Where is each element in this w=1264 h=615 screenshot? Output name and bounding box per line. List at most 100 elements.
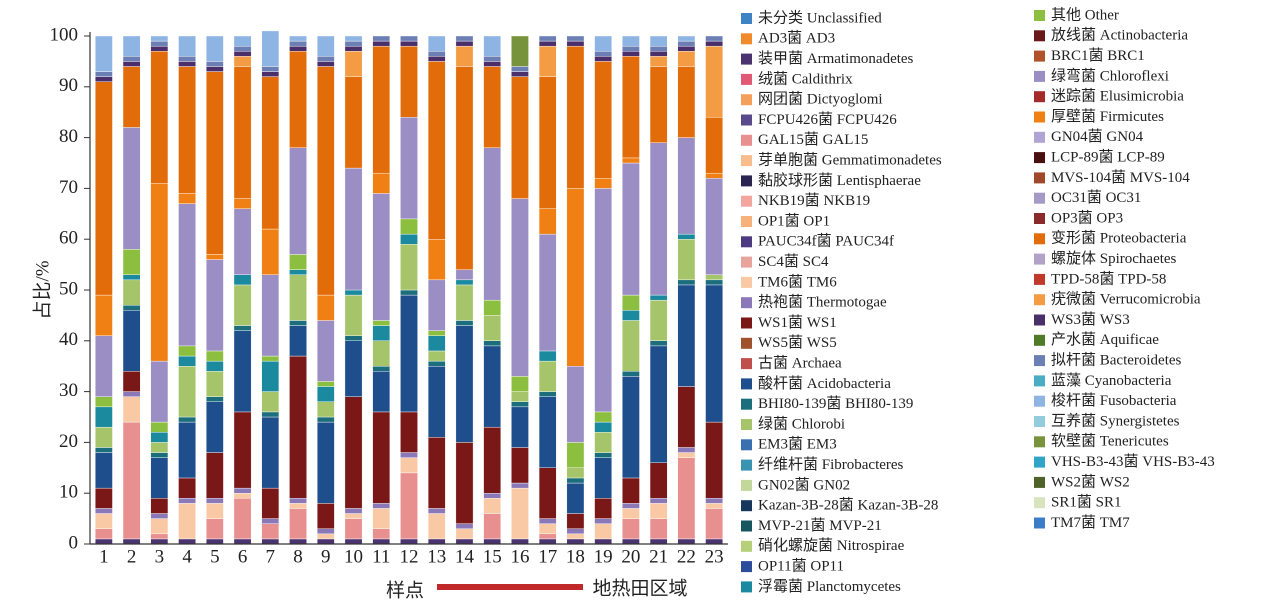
legend-label: SR1菌 SR1 [1051,494,1121,511]
bar-segment [705,279,723,286]
legend-swatch [1034,213,1045,224]
bar-segment [705,421,723,499]
bar-segment [150,513,169,519]
bar-segment [594,432,612,453]
legend-label: 古菌 Archaea [758,355,842,372]
bar-segment [150,442,169,453]
bar-segment [95,487,113,509]
bar-segment [622,162,640,296]
bar-segment [483,35,502,57]
bar-segment [594,457,612,499]
bar-segment [206,259,224,352]
legend-label: Kazan-3B-28菌 Kazan-3B-28 [758,497,938,514]
bar-segment [511,401,529,408]
bar-segment [261,416,280,489]
bar-segment [233,493,252,499]
bar-segment [427,56,446,62]
bar-segment [122,66,141,128]
bar-segment [95,76,113,82]
bar-segment [427,238,446,281]
legend-swatch [1034,233,1045,245]
bar-segment [344,340,363,397]
legend-label: 纤维杆菌 Fibrobacteres [758,456,904,473]
bar-segment [233,56,252,67]
legend-swatch [1034,253,1045,265]
bar-segment [705,178,723,275]
bar-segment [122,421,141,540]
x-tick-label: 13 [427,546,446,567]
bar-segment [455,523,474,529]
bar-segment [372,172,391,194]
bar-segment [400,294,418,413]
x-tick-label: 22 [677,546,696,567]
bar-segment [178,416,196,423]
legend-swatch [741,520,752,532]
y-tick-label: 70 [59,177,78,198]
bar-segment [289,325,307,357]
bar-segment [316,294,335,321]
bar-segment [677,66,696,138]
bar-segment [538,538,557,545]
bar-segment [594,523,612,540]
legend-label: NKB19菌 NKB19 [758,192,870,209]
bar-segment [566,533,585,540]
bar-segment [400,538,418,545]
legend-swatch [741,337,752,349]
bar-segment [427,513,446,540]
bar-segment [538,208,557,235]
bar-segment [316,533,335,540]
bar-segment [122,127,141,250]
bar-segment [344,167,363,291]
x-tick-label: 5 [210,546,220,567]
bar-segment [206,71,224,255]
bar-segment [178,203,196,347]
x-tick-label: 6 [238,546,248,567]
bar-segment [622,508,640,519]
y-axis-label: 占比/% [31,260,53,319]
bar-segment [289,503,307,509]
bar-segment [150,538,169,545]
bar-segment [178,345,196,357]
legend-label: 其他 Other [1051,6,1119,23]
bar-segment [122,61,141,67]
bar-segment [511,447,529,484]
bar-segment [594,452,612,458]
bar-segment [427,35,446,52]
bar-segment [538,533,557,540]
bar-segment [122,274,141,281]
legend-swatch [1034,517,1045,529]
y-tick-label: 100 [50,24,79,45]
x-tick-label: 23 [705,546,724,567]
bar-segment [233,411,252,489]
bar-segment [316,381,335,387]
bar-segment [455,279,474,286]
bar-segment [206,452,224,499]
y-tick-label: 90 [59,75,78,96]
bar-segment [289,147,307,255]
bar-segment [178,193,196,204]
legend-swatch [741,459,752,471]
bar-segment [622,503,640,509]
bar-segment [677,457,696,540]
legend-swatch [1034,111,1045,123]
legend-label: 厚壁菌 Firmicutes [1051,108,1164,125]
x-tick-label: 11 [372,546,390,567]
bar-segment [150,533,169,540]
bar-segment [677,51,696,67]
bar-segment [455,40,474,47]
legend-swatch [741,134,752,146]
bar-segment [649,503,668,519]
bar-segment [511,198,529,377]
bar-segment [400,457,418,474]
bar-segment [372,320,391,326]
bar-segment [649,294,668,301]
bar-segment [566,40,585,47]
x-tick-label: 15 [483,546,502,567]
legend-label: GN02菌 GN02 [758,476,850,493]
legend-label: 疣微菌 Verrucomicrobia [1051,291,1201,308]
legend-label: MVS-104菌 MVS-104 [1051,169,1190,186]
bar-segment [427,437,446,509]
legend-label: TM6菌 TM6 [758,273,837,290]
bar-segment [289,45,307,52]
bar-segment [705,45,723,118]
